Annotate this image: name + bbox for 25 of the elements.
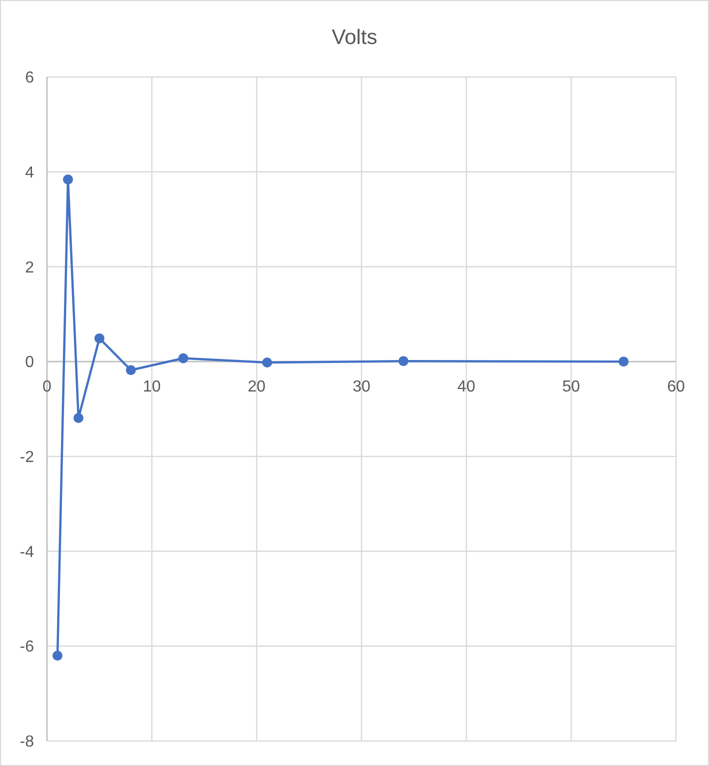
point bbox=[73, 413, 84, 424]
point bbox=[262, 358, 272, 368]
point bbox=[62, 174, 73, 184]
point bbox=[52, 650, 62, 661]
point bbox=[178, 353, 188, 364]
y-tick-label: -8 bbox=[20, 734, 34, 751]
x-tick-label: 30 bbox=[352, 378, 370, 396]
x-tick-label: 10 bbox=[142, 378, 161, 396]
x-tick-label: 40 bbox=[457, 378, 476, 396]
chart-title: Volts bbox=[332, 26, 378, 49]
y-tick-label: 4 bbox=[25, 164, 34, 182]
x-tick-label: 0 bbox=[42, 378, 52, 396]
y-tick-label: -6 bbox=[20, 638, 34, 656]
point bbox=[398, 356, 408, 366]
x-tick-label: 60 bbox=[667, 378, 685, 396]
point bbox=[94, 333, 104, 344]
x-tick-label: 20 bbox=[248, 378, 266, 396]
y-tick-label: 2 bbox=[25, 259, 34, 276]
point bbox=[126, 365, 136, 376]
y-tick-label: 0 bbox=[25, 354, 34, 372]
y-tick-label: -2 bbox=[20, 449, 34, 466]
y-tick-label: -4 bbox=[20, 544, 34, 561]
point bbox=[618, 356, 629, 367]
x-tick-label: 50 bbox=[562, 378, 580, 396]
y-tick-label: 6 bbox=[25, 70, 34, 87]
